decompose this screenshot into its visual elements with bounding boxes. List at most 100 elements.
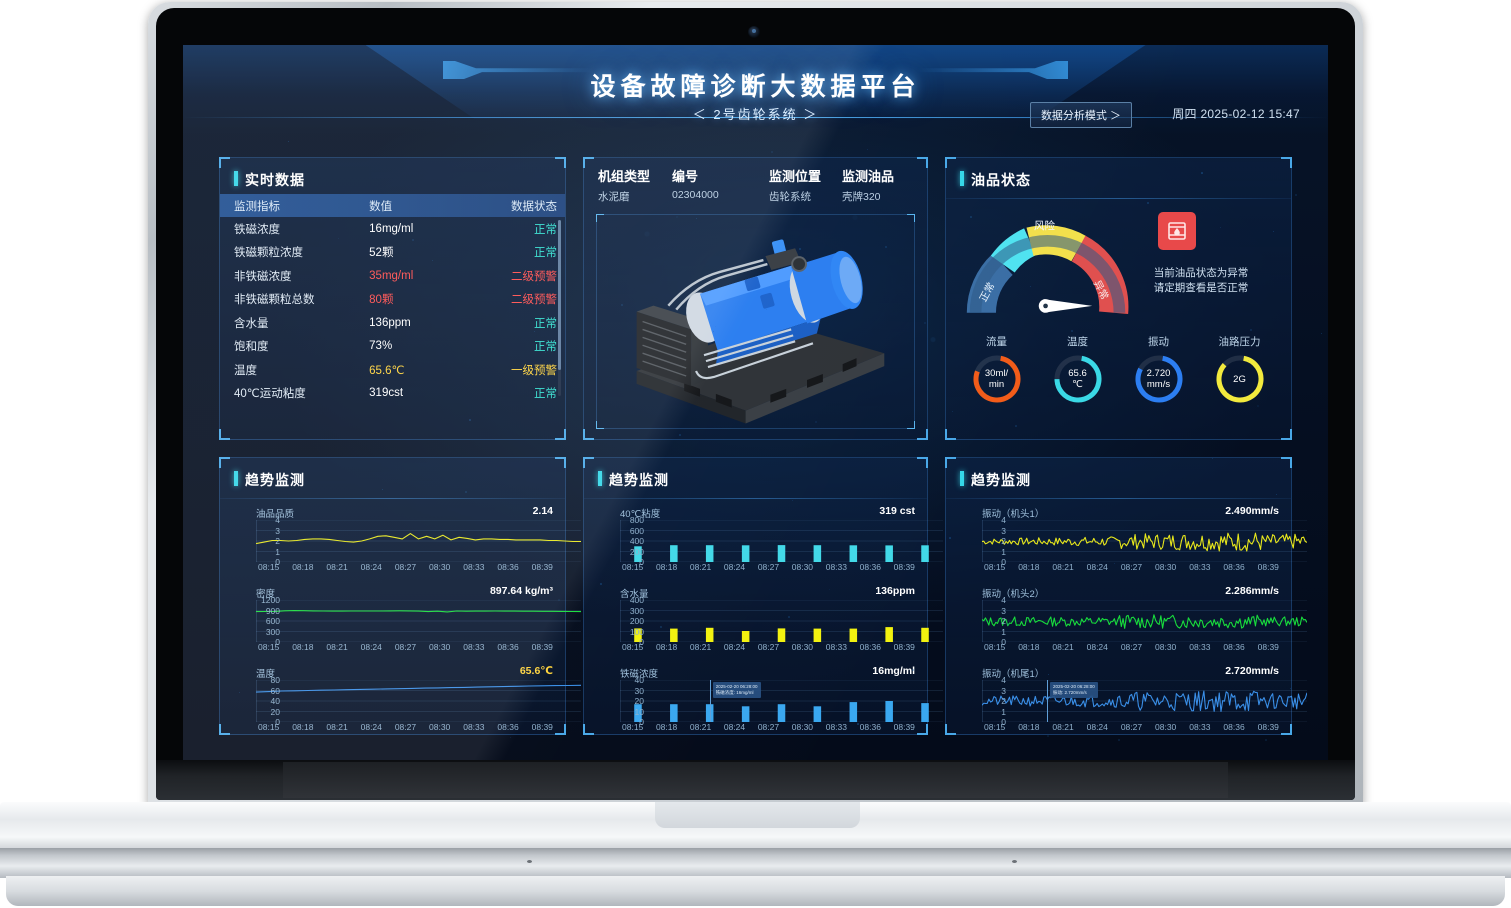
background-speck	[949, 537, 951, 539]
chart-current-value: 65.6℃	[519, 665, 553, 677]
corner-decoration	[907, 421, 915, 429]
y-axis-tick: 4	[1001, 515, 1006, 525]
chart-title: 振动（机尾1）	[982, 669, 1045, 680]
x-axis-tick: 08:18	[655, 722, 678, 732]
status-badge: 二级预警	[511, 294, 557, 307]
corner-decoration	[1281, 429, 1292, 440]
ring-value: 2.720 mm/s	[1146, 368, 1171, 390]
table-row[interactable]: 饱和度 73% 正常	[220, 335, 565, 359]
x-axis-tick: 08:18	[292, 562, 314, 572]
table-row[interactable]: 40℃运动粘度 319cst 正常	[220, 382, 565, 406]
corner-decoration	[1281, 724, 1292, 735]
x-axis-tick: 08:27	[394, 562, 417, 572]
background-speck	[238, 355, 239, 356]
background-speck	[829, 589, 831, 591]
x-axis-tick: 08:21	[1052, 642, 1074, 652]
metric-name: 非铁磁颗粒总数	[234, 294, 315, 307]
realtime-panel-title: 实时数据	[234, 170, 305, 190]
metric-value: 80颗	[369, 294, 394, 307]
panel-divider	[946, 198, 1291, 199]
x-axis-tick: 08:33	[825, 562, 847, 572]
oil-metric-ring: 流量 30ml/min	[956, 334, 1037, 429]
x-axis-tick: 08:33	[463, 642, 485, 652]
y-axis-tick: 2	[1001, 536, 1006, 546]
x-axis-tick: 08:30	[429, 722, 451, 732]
table-row[interactable]: 温度 65.6℃ 一级预警	[220, 358, 565, 382]
background-speck	[799, 248, 802, 251]
y-axis-tick: 3	[275, 525, 280, 536]
table-row[interactable]: 铁磁浓度 16mg/ml 正常	[220, 217, 565, 241]
corner-decoration	[219, 724, 230, 735]
x-axis-tick: 08:36	[497, 562, 519, 572]
y-axis-tick: 0	[275, 637, 280, 647]
y-axis-tick: 300	[629, 605, 644, 616]
x-axis-tick: 08:30	[791, 562, 814, 572]
y-axis-tick: 0	[639, 717, 644, 727]
background-speck	[250, 387, 252, 389]
y-axis-tick: 3	[1001, 685, 1006, 696]
background-speck	[1273, 231, 1274, 232]
table-row[interactable]: 铁磁颗粒浓度 52颗 正常	[220, 241, 565, 265]
table-row[interactable]: 非铁磁颗粒总数 80颗 二级预警	[220, 288, 565, 312]
chart-current-value: 2.490mm/s	[1225, 505, 1279, 517]
background-speck	[952, 411, 954, 413]
background-speck	[699, 720, 701, 722]
trend-panel-2-title: 趋势监测	[598, 470, 669, 490]
background-speck	[766, 309, 767, 310]
chart-plot-area: 0 10 20 30 40 2025-02-20 06:28:00 铁磁浓度: 16mg/m…	[619, 675, 943, 727]
chart-title: 密度	[256, 589, 276, 600]
chart-line: 油品品质 2.14 0 1 2 3 4 08:15 08:18 08:21 08:24 08:27 08…	[230, 505, 581, 574]
x-axis-tick: 08:27	[1120, 642, 1143, 652]
y-axis-tick: 4	[1001, 595, 1006, 605]
status-badge: 正常	[534, 341, 557, 354]
table-row[interactable]: 非铁磁浓度 35mg/ml 二级预警	[220, 264, 565, 288]
table-row[interactable]: 含水量 136ppm 正常	[220, 311, 565, 335]
x-axis-tick: 08:30	[1155, 562, 1177, 572]
chart-plot-area: 0 300 600 900 1200	[255, 595, 581, 647]
equipment-field: 机组类型 水泥磨	[598, 166, 650, 204]
x-axis: 08:15 08:18 08:21 08:24 08:27 08:30 08:33 08:36…	[620, 642, 917, 654]
background-speck	[1007, 623, 1009, 625]
equipment-field: 监测油品 壳牌320	[842, 166, 894, 204]
x-axis-tick: 08:15	[984, 642, 1006, 652]
y-axis-tick: 60	[270, 685, 280, 696]
x-axis: 08:15 08:18 08:21 08:24 08:27 08:30 08:33 08:36…	[620, 722, 917, 734]
metric-value: 73%	[369, 340, 393, 353]
background-speck	[1114, 563, 1115, 564]
chart-plot-area: 0 200 400 600 800	[619, 515, 943, 567]
background-speck	[382, 489, 383, 490]
x-axis-tick: 08:21	[689, 642, 712, 652]
page-subtitle: ＜ 2号齿轮系统 ＞	[692, 107, 819, 122]
x-axis: 08:15 08:18 08:21 08:24 08:27 08:30 08:33 08:36…	[256, 722, 555, 734]
corner-decoration	[945, 457, 956, 468]
chart-header: 40℃粘度 319 cst	[594, 505, 917, 520]
y-axis-tick: 40	[270, 696, 280, 706]
gauge-needle	[1038, 299, 1093, 313]
background-speck	[558, 599, 560, 601]
y-axis-tick: 40	[634, 675, 644, 685]
ring-value: 30ml/min	[984, 368, 1009, 390]
x-axis-tick: 08:15	[984, 562, 1006, 572]
tooltip-value: 振动: 2.720mm/s	[1053, 690, 1087, 695]
panel-divider	[946, 498, 1291, 499]
table-scrollbar-thumb[interactable]	[558, 220, 561, 370]
x-axis-tick: 08:21	[326, 562, 348, 572]
data-analysis-mode-button[interactable]: 数据分析模式 ＞	[1029, 102, 1132, 128]
chart-tooltip: 2025-02-20 06:28:00 铁磁浓度: 16mg/ml	[712, 682, 761, 698]
y-axis-tick: 4	[1001, 675, 1006, 685]
table-header-row: 监测指标 数值 数据状态	[220, 194, 565, 217]
x-axis-tick: 08:33	[1189, 642, 1211, 652]
chart-title: 振动（机头1）	[982, 509, 1045, 520]
chart-crosshair	[1047, 680, 1048, 722]
y-axis-tick: 0	[639, 557, 644, 567]
corner-decoration	[555, 429, 566, 440]
y-axis-tick: 30	[634, 685, 644, 696]
x-axis-tick: 08:24	[360, 722, 382, 732]
metric-name: 非铁磁浓度	[234, 270, 292, 283]
y-axis-tick: 1200	[261, 595, 280, 605]
trend-panel-1: 趋势监测 油品品质 2.14 0 1 2 3 4 08:15 08:18 08:21 08:24 08…	[219, 457, 566, 735]
equipment-field: 监测位置 齿轮系统	[769, 166, 821, 204]
x-axis-tick: 08:15	[258, 642, 280, 652]
x-axis-tick: 08:21	[1052, 562, 1074, 572]
metric-value: 16mg/ml	[369, 222, 414, 235]
